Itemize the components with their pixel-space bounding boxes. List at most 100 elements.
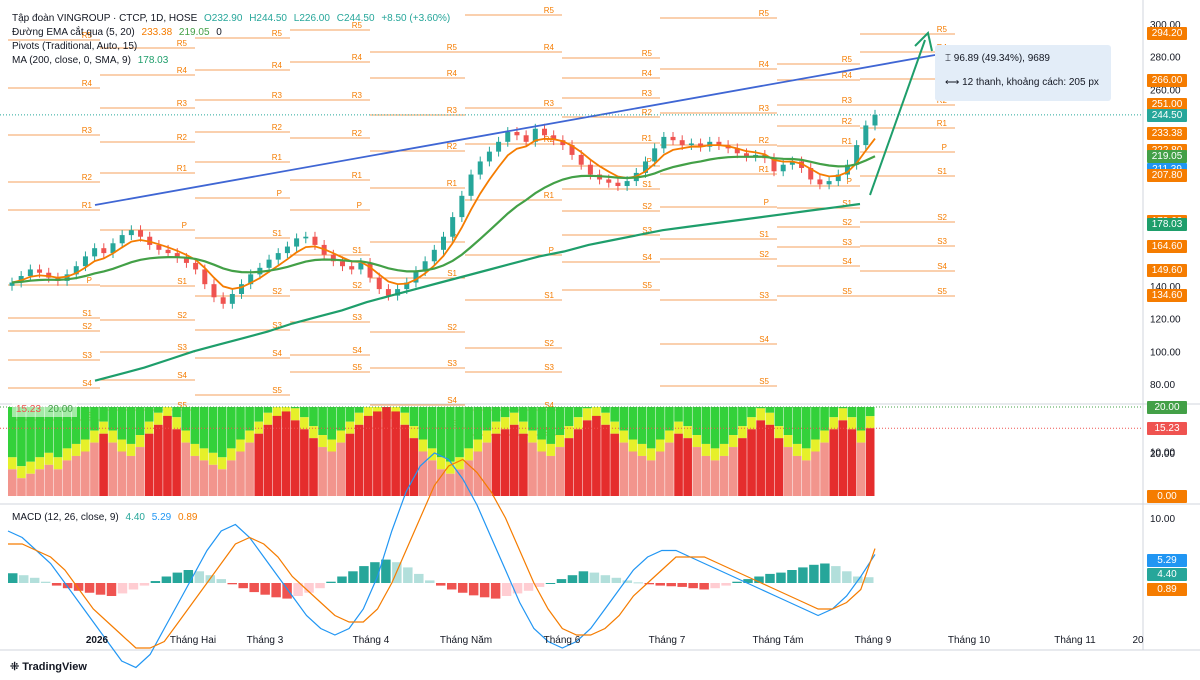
mid-column-bottom xyxy=(290,420,300,496)
price-tag: 219.05 xyxy=(1147,150,1187,164)
mid-column-bottom xyxy=(181,442,191,496)
mid-column-bottom xyxy=(738,438,747,496)
mid-column-top xyxy=(564,407,574,427)
mid-column-bottom xyxy=(144,433,154,496)
price-tick-label: 300.00 xyxy=(1150,20,1181,31)
pivot-label: R4 xyxy=(759,60,770,69)
legend-ema-row[interactable]: Đường EMA cắt qua (5, 20) 233.38 219.05 … xyxy=(12,26,226,40)
mid-column-bottom xyxy=(436,469,446,496)
pivot-label: P xyxy=(647,157,652,166)
mid-column-bottom xyxy=(263,424,273,496)
mid-column-middle xyxy=(263,412,273,425)
mid-column-top xyxy=(582,407,592,409)
mid-column-top xyxy=(108,407,118,431)
tradingview-logo[interactable]: ⁜ TradingView xyxy=(10,660,87,673)
pivot-label: R1 xyxy=(937,119,948,128)
mid-column-middle xyxy=(665,430,674,443)
mid-column-top xyxy=(856,407,866,431)
macd-hist-bar xyxy=(798,567,808,583)
mid-column-top xyxy=(135,407,145,436)
mid-column-top xyxy=(53,407,63,458)
macd-hist-bar xyxy=(337,576,347,583)
candle-body xyxy=(413,271,419,283)
mid-column-middle xyxy=(345,421,355,434)
pivot-label: R2 xyxy=(842,117,853,126)
macd-hist-bar xyxy=(117,583,128,594)
measure-price: 96.89 (49.34%), 9689 xyxy=(953,53,1050,64)
candle-body xyxy=(716,141,722,146)
pivot-label: S4 xyxy=(759,335,769,344)
mid-column-middle xyxy=(117,439,127,452)
mid-column-top xyxy=(546,407,556,444)
mid-column-middle xyxy=(90,430,99,443)
mid-column-middle xyxy=(692,435,702,448)
axes: 300.00 280.00 260.00 140.00 120.00 100.00 80.0… xyxy=(86,20,1181,646)
macd-line xyxy=(7,452,876,669)
macd-hist-bar xyxy=(589,572,600,583)
mid-column-middle xyxy=(610,421,619,434)
mid-column-bottom xyxy=(418,451,428,496)
mid-column-top xyxy=(245,407,254,431)
mid-column-bottom xyxy=(254,433,264,496)
pivot-label: S2 xyxy=(177,311,187,320)
macd-hist-bar xyxy=(304,583,314,593)
mid-column-middle xyxy=(847,417,857,430)
mid-column-top xyxy=(327,407,337,440)
mid-column-top xyxy=(509,407,519,413)
candle-body xyxy=(18,276,24,283)
macd-hist-bar xyxy=(8,573,18,583)
pivot-label: R1 xyxy=(82,201,93,210)
mid-column-middle xyxy=(436,457,446,470)
legend-pivots-row[interactable]: Pivots (Traditional, Auto, 15) xyxy=(12,40,141,54)
time-tick-label: Tháng 3 xyxy=(247,635,284,646)
price-tag: 233.38 xyxy=(1147,127,1187,140)
mid-column-middle xyxy=(701,443,711,456)
mid-column-bottom xyxy=(728,447,738,496)
mid-column-bottom xyxy=(345,433,355,496)
candle-body xyxy=(404,282,410,290)
mid-column-middle xyxy=(592,407,601,419)
pivot-label: R4 xyxy=(82,79,93,88)
forecast-arrow-line xyxy=(869,39,926,196)
macd-hist-bar xyxy=(567,575,578,583)
mid-column-top xyxy=(236,407,245,440)
mfi-pane xyxy=(0,406,1143,496)
mid-column-bottom xyxy=(117,451,127,496)
candle-body xyxy=(239,284,245,294)
candle-body xyxy=(670,136,676,141)
pivot-label: S1 xyxy=(842,199,852,208)
pivot-label: S3 xyxy=(352,313,362,322)
macd-hist-bar xyxy=(161,576,172,583)
legend-macd-row[interactable]: MACD (12, 26, close, 9) 4.40 5.29 0.89 xyxy=(12,511,201,525)
pivot-label: R5 xyxy=(352,21,363,30)
mid-column-bottom xyxy=(373,411,382,496)
measure-price-icon: ⌶ xyxy=(945,53,954,64)
mid-column-top xyxy=(573,407,583,418)
candle-body xyxy=(119,235,125,244)
macd-hist-bar xyxy=(446,583,457,590)
mid-column-middle xyxy=(546,443,556,456)
mid-column-bottom xyxy=(500,429,510,496)
legend-mid-row[interactable]: 15.23 20.00 xyxy=(12,403,77,417)
mid-column-bottom xyxy=(847,429,857,496)
symbol-name[interactable]: Tập đoàn VINGROUP · CTCP, 1D, HOSE xyxy=(12,13,198,24)
macd-tag: 0.89 xyxy=(1147,583,1187,596)
pivot-label: S1 xyxy=(352,246,362,255)
macd-hist-bar xyxy=(754,576,764,583)
mid-column-middle xyxy=(190,443,200,456)
pivot-label: P xyxy=(942,143,947,152)
mid-column-top xyxy=(227,407,236,449)
mid-column-top xyxy=(628,407,638,440)
legend-ma-row[interactable]: MA (200, close, 0, SMA, 9) 178.03 xyxy=(12,54,172,68)
candle-body xyxy=(477,161,483,175)
mid-column-middle xyxy=(53,457,63,470)
mid-column-middle xyxy=(710,448,720,461)
macd-hist-bar xyxy=(776,572,786,583)
mid-column-middle xyxy=(245,430,254,443)
pivot-label: R2 xyxy=(82,173,93,182)
macd-hist-bar xyxy=(227,583,237,585)
pivot-label: S3 xyxy=(447,359,457,368)
pivot-label: R4 xyxy=(544,43,555,52)
candle-body xyxy=(450,217,456,237)
pivot-label: S4 xyxy=(177,371,187,380)
